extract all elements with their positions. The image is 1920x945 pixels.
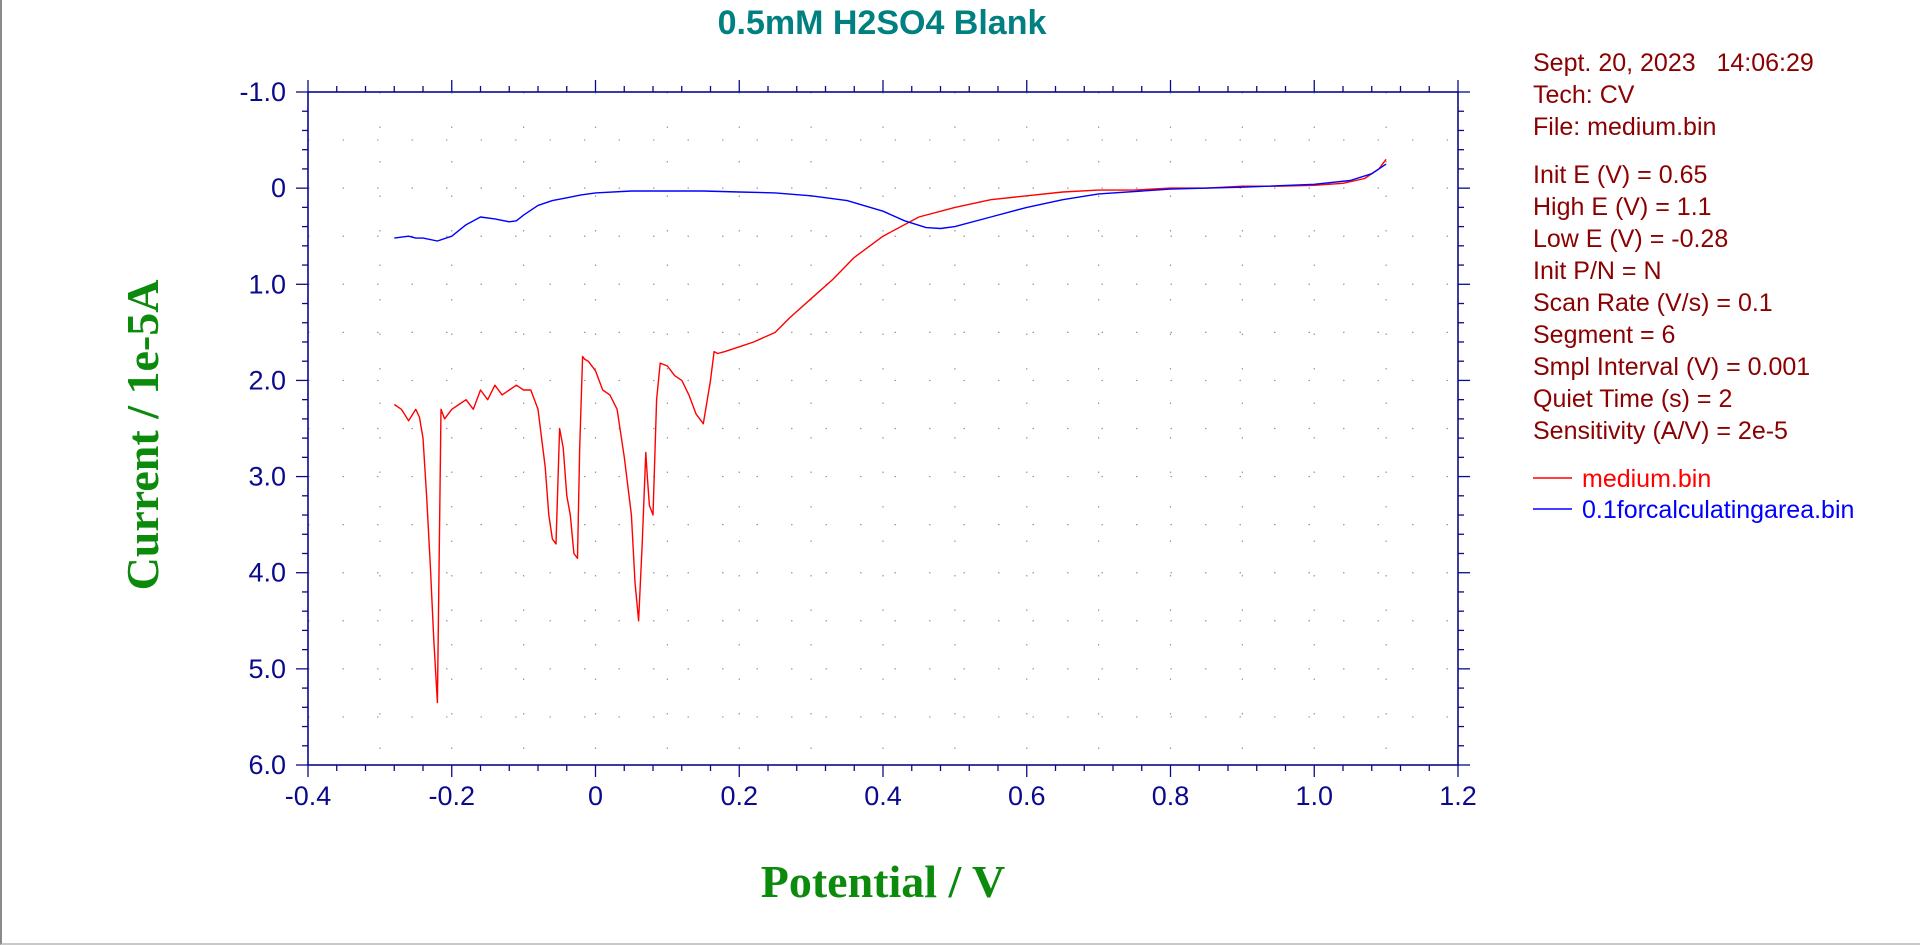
legend: medium.bin 0.1forcalculatingarea.bin <box>1533 465 1854 524</box>
chart-title: 0.5mM H2SO4 Blank <box>718 4 1047 42</box>
y-tick-label: 4.0 <box>248 558 286 588</box>
x-tick-labels: -0.4 -0.2 0 0.2 0.4 0.6 0.8 1.0 1.2 <box>285 781 1477 811</box>
info-param: Segment = 6 <box>1533 321 1675 349</box>
info-panel: Sept. 20, 2023 14:06:29 Tech: CV File: m… <box>1533 49 1814 445</box>
x-tick-label: -0.2 <box>428 781 475 811</box>
x-tick-label: 0.4 <box>864 781 902 811</box>
y-tick-label: 6.0 <box>248 750 286 780</box>
grid <box>308 92 1458 765</box>
y-axis-title: Current / 1e-5A <box>117 280 168 591</box>
x-tick-label: 0 <box>588 781 603 811</box>
info-param: Init P/N = N <box>1533 257 1662 285</box>
y-tick-label: 0 <box>271 173 286 203</box>
info-param: Quiet Time (s) = 2 <box>1533 385 1732 413</box>
info-date: Sept. 20, 2023 14:06:29 <box>1533 49 1814 77</box>
y-tick-labels: -1.0 0 1.0 2.0 3.0 4.0 5.0 6.0 <box>239 77 286 780</box>
info-file: File: medium.bin <box>1533 113 1716 141</box>
info-param: Smpl Interval (V) = 0.001 <box>1533 353 1810 381</box>
series-line-medium <box>393 158 1387 704</box>
x-tick-label: 1.0 <box>1295 781 1333 811</box>
series-line-area <box>394 163 1387 242</box>
y-tick-label: 5.0 <box>248 654 286 684</box>
x-tick-label: 0.2 <box>720 781 758 811</box>
x-tick-label: 0.6 <box>1008 781 1046 811</box>
info-param: Scan Rate (V/s) = 0.1 <box>1533 289 1773 317</box>
info-param: Init E (V) = 0.65 <box>1533 161 1707 189</box>
series-layer <box>393 158 1387 704</box>
legend-label-area: 0.1forcalculatingarea.bin <box>1582 496 1854 524</box>
info-param: High E (V) = 1.1 <box>1533 193 1712 221</box>
x-tick-label: 1.2 <box>1439 781 1477 811</box>
x-tick-label: -0.4 <box>285 781 332 811</box>
y-tick-label: 1.0 <box>248 269 286 299</box>
y-tick-label: -1.0 <box>239 77 286 107</box>
minor-ticks <box>296 80 1470 777</box>
x-axis-title: Potential / V <box>761 856 1005 907</box>
y-tick-label: 2.0 <box>248 365 286 395</box>
y-tick-label: 3.0 <box>248 462 286 492</box>
legend-label-medium: medium.bin <box>1582 465 1711 493</box>
x-tick-label: 0.8 <box>1152 781 1190 811</box>
info-tech: Tech: CV <box>1533 81 1635 109</box>
info-param: Sensitivity (A/V) = 2e-5 <box>1533 417 1788 445</box>
info-param: Low E (V) = -0.28 <box>1533 225 1728 253</box>
